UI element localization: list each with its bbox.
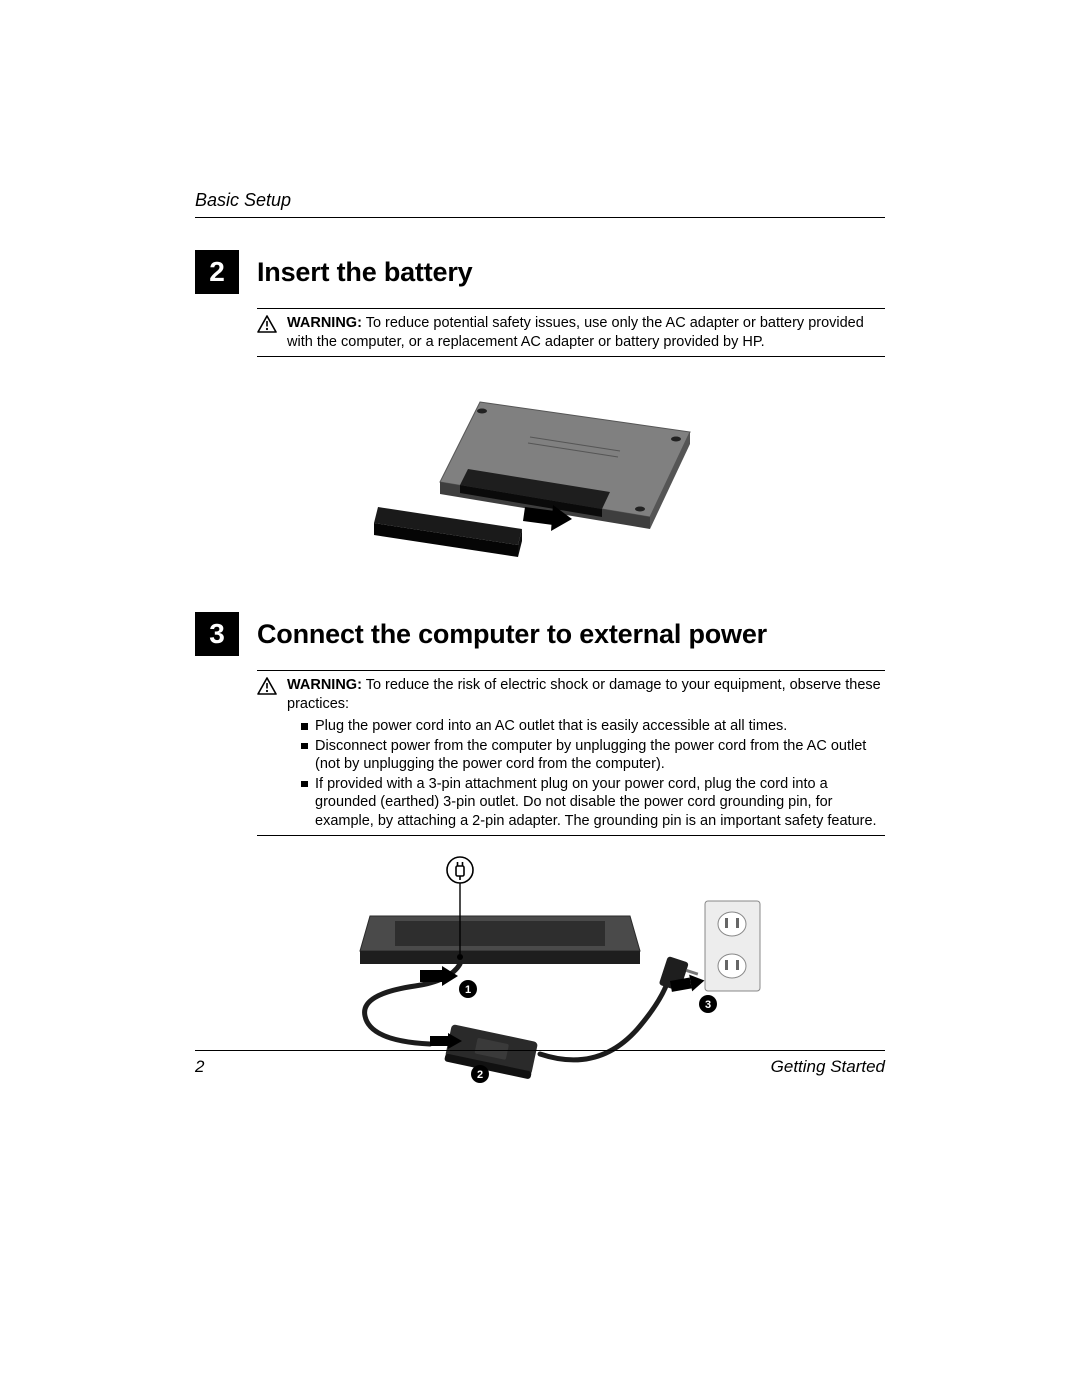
step-2-heading: 2 Insert the battery <box>195 250 885 294</box>
warning-text: WARNING: To reduce potential safety issu… <box>287 314 883 351</box>
doc-title: Getting Started <box>771 1057 885 1077</box>
footer-rule <box>195 1050 885 1051</box>
header-rule <box>195 217 885 218</box>
list-item: Plug the power cord into an AC outlet th… <box>301 717 883 736</box>
step-number-badge: 2 <box>195 250 239 294</box>
warning-block-step2: WARNING: To reduce potential safety issu… <box>257 308 885 357</box>
page-footer: 2 Getting Started <box>195 1050 885 1077</box>
step-3-heading: 3 Connect the computer to external power <box>195 612 885 656</box>
step-title: Connect the computer to external power <box>257 619 767 650</box>
running-head: Basic Setup <box>195 190 885 211</box>
figure-insert-battery <box>195 377 885 582</box>
warning-block-step3: WARNING: To reduce the risk of electric … <box>257 670 885 836</box>
warning-text: WARNING: To reduce the risk of electric … <box>287 676 883 830</box>
warning-icon <box>257 676 279 830</box>
warning-intro: To reduce the risk of electric shock or … <box>287 677 881 712</box>
page-number: 2 <box>195 1057 204 1077</box>
warning-body: To reduce potential safety issues, use o… <box>287 315 864 350</box>
manual-page: Basic Setup 2 Insert the battery WARNING… <box>0 0 1080 1397</box>
warning-icon <box>257 314 279 351</box>
step-title: Insert the battery <box>257 257 472 288</box>
warning-bullet-list: Plug the power cord into an AC outlet th… <box>287 717 883 830</box>
warning-label: WARNING: <box>287 315 362 331</box>
list-item: Disconnect power from the computer by un… <box>301 737 883 774</box>
svg-text:1: 1 <box>465 984 471 996</box>
svg-text:3: 3 <box>705 999 711 1011</box>
list-item: If provided with a 3-pin attachment plug… <box>301 775 883 831</box>
warning-label: WARNING: <box>287 677 362 693</box>
step-number-badge: 3 <box>195 612 239 656</box>
